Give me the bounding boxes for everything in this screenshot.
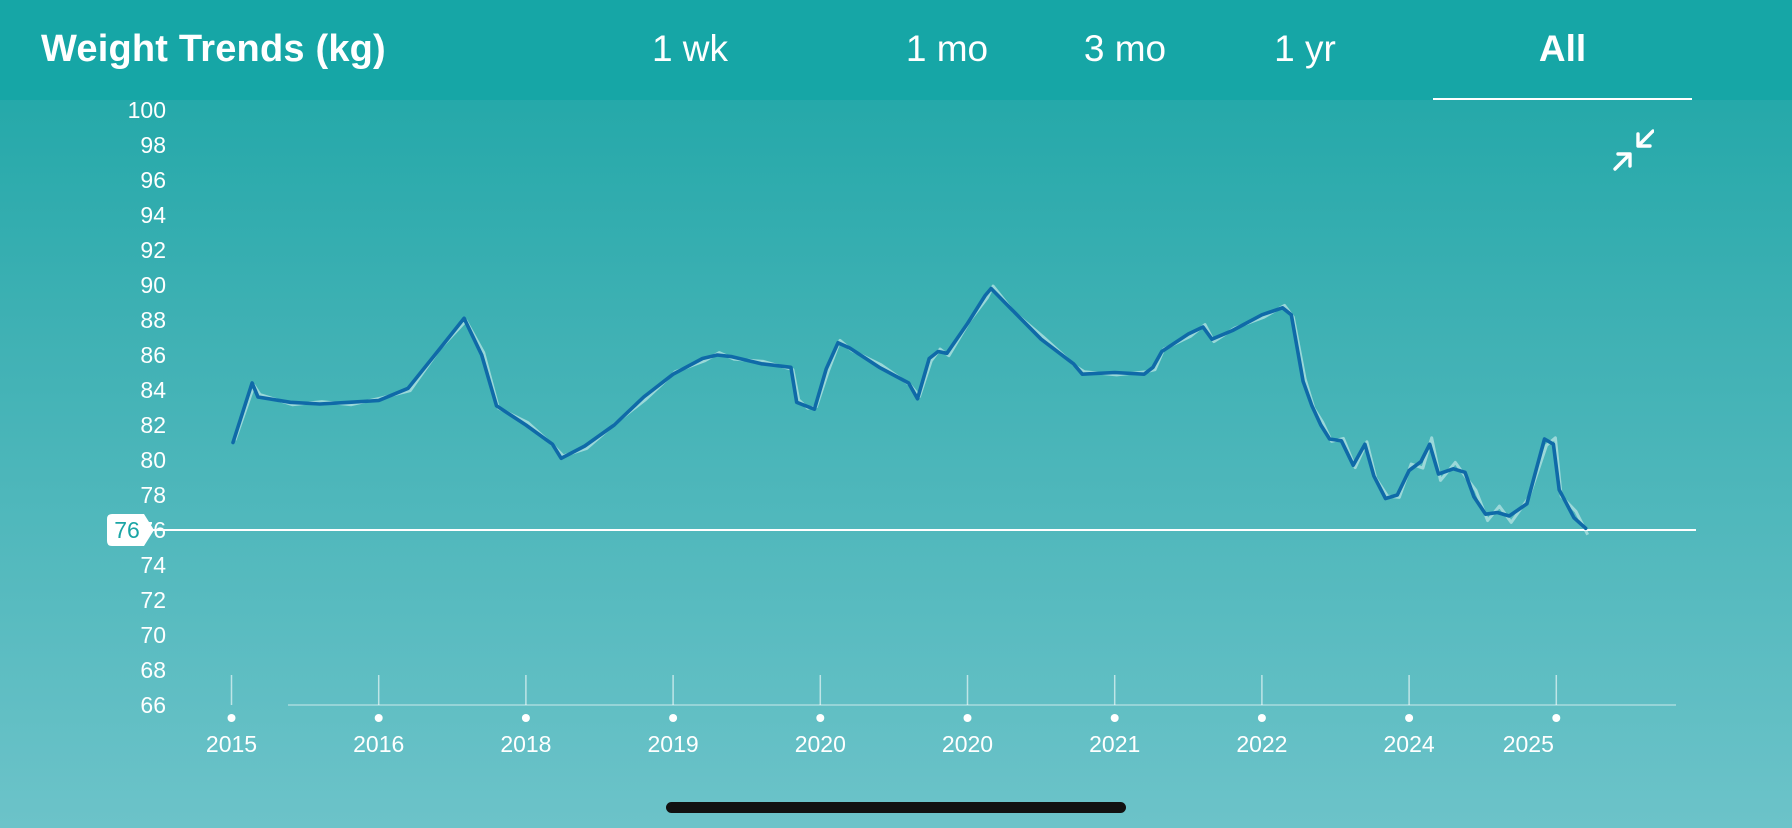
app-header: Weight Trends (kg) 1 wk 1 mo 3 mo 1 yr A… (0, 0, 1792, 100)
x-tick-label: 2016 (353, 731, 404, 757)
x-tick-dot (1110, 714, 1119, 722)
y-tick-label: 72 (140, 587, 166, 613)
current-value-badge: 76 (107, 514, 154, 546)
y-tick-label: 68 (140, 657, 166, 683)
x-tick-label: 2024 (1384, 731, 1435, 757)
x-tick-label: 2015 (206, 731, 257, 757)
x-tick-dot (1552, 714, 1561, 722)
y-tick-label: 90 (140, 272, 166, 298)
tab-3-month[interactable]: 3 mo (1083, 28, 1167, 69)
x-tick-dot (963, 714, 972, 722)
x-tick-dot (669, 714, 678, 722)
y-tick-label: 84 (140, 377, 166, 403)
collapse-arrows-icon[interactable] (1612, 128, 1655, 174)
x-tick-dot (374, 714, 383, 722)
trend-weight-line (231, 286, 1588, 531)
y-tick-label: 74 (140, 552, 166, 578)
y-tick-label: 82 (140, 412, 166, 438)
active-tab-indicator (1433, 98, 1692, 100)
y-tick-label: 86 (140, 342, 166, 368)
y-tick-label: 94 (140, 202, 166, 228)
x-tick-label: 2020 (795, 731, 846, 757)
tab-1-month[interactable]: 1 mo (905, 28, 989, 69)
x-tick-label: 2020 (942, 731, 993, 757)
y-tick-label: 98 (140, 132, 166, 158)
y-tick-label: 78 (140, 482, 166, 508)
tab-1-week[interactable]: 1 wk (651, 28, 729, 69)
badge-value: 76 (114, 517, 140, 543)
x-tick-label: 2019 (648, 731, 699, 757)
tab-1-year[interactable]: 1 yr (1274, 28, 1336, 69)
home-indicator[interactable] (666, 802, 1126, 813)
x-tick-label: 2025 (1503, 731, 1554, 757)
x-tick-label: 2018 (500, 731, 551, 757)
y-tick-label: 96 (140, 167, 166, 193)
y-tick-label: 70 (140, 622, 166, 648)
y-tick-label: 66 (140, 692, 166, 718)
x-tick-label: 2022 (1236, 731, 1287, 757)
page-title: Weight Trends (kg) (41, 28, 386, 70)
x-tick-label: 2021 (1089, 731, 1140, 757)
y-tick-label: 100 (128, 97, 166, 123)
y-tick-label: 88 (140, 307, 166, 333)
x-tick-dot (227, 714, 236, 722)
x-tick-dot (816, 714, 825, 722)
y-tick-label: 80 (140, 447, 166, 473)
x-tick-dot (1405, 714, 1414, 722)
tab-all[interactable]: All (1538, 28, 1587, 69)
x-tick-dot (1257, 714, 1266, 722)
x-tick-dot (521, 714, 530, 722)
y-tick-label: 92 (140, 237, 166, 263)
badge-shape (107, 514, 154, 546)
